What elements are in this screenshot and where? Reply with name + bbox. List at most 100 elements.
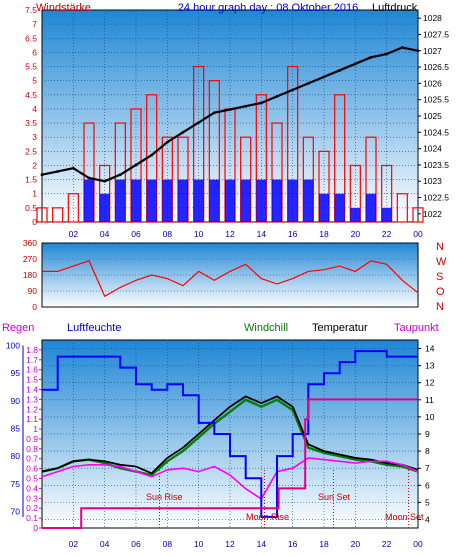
astro-markers [159,470,410,528]
compass-label: N [436,241,444,253]
temp-tick-label: 10 [425,412,435,422]
dewpoint-line [41,457,419,501]
pressure-tick-label: 1027 [423,46,442,56]
direction-line [42,260,419,298]
wind-bar [67,193,79,223]
rain-tick-label: 1.7 [26,355,38,365]
temp-tick-label: 11 [425,395,434,405]
wind-grid [42,9,419,223]
wind-x-tick-label: 22 [382,229,392,239]
pressure-point [134,163,138,167]
humidity-tick-label: 75 [11,479,21,489]
rain-tick-label: 0.9 [26,434,38,444]
compass-label: O [436,286,445,298]
pressure-tick-label: 1022.5 [423,193,449,203]
pressure-point [275,95,279,98]
wind-x-tick-label: 02 [69,229,79,239]
rain-tick-label: 0.3 [26,493,38,503]
direction-plot-area [41,242,419,308]
rain-tick-label: 0.2 [26,503,38,513]
pressure-point [291,88,295,92]
pressure-point [338,68,342,72]
wind-tick-label: 1.5 [25,175,37,185]
rain-tick-label: 1.3 [26,394,38,404]
wind-x-axis: 02 04 06 08 10 12 14 16 18 20 22 00 [69,229,423,239]
wind-x-tick-label: 18 [319,229,329,239]
pressure-point [322,75,326,79]
temp-x-tick-label: 18 [319,539,329,549]
pressure-tick-label: 1022 [423,209,442,219]
moon-rise-label: Moon Rise [246,512,289,522]
rain-tick-label: 0.5 [26,474,38,484]
wind-x-tick-label: 12 [225,229,235,239]
gust-bar [272,179,282,222]
temp-tick-label: 9 [425,429,430,439]
temp-tick-label: 12 [425,378,435,388]
pressure-tick-label: 1026.5 [423,62,449,72]
direction-tick-label: 180 [23,270,37,280]
temp-x-tick-label: 04 [100,539,110,549]
gust-bar [115,179,126,222]
temp-series [41,350,419,529]
gust-bar [178,179,188,222]
temp-tick-label: 5 [425,497,430,507]
temp-tick-label: 6 [425,480,430,490]
pressure-tick-label: 1025.5 [423,95,449,105]
compass-label: W [436,256,447,268]
wind-tick-label: 3 [32,132,37,142]
pressure-tick-label: 1023.5 [423,160,449,170]
wind-tick-label: 2.5 [25,146,37,156]
gust-bar [240,179,251,222]
pressure-point [150,153,154,157]
temperature-line [41,395,419,475]
rain-tick-label: 0 [33,523,38,533]
legend-taupunkt: Taupunkt [394,322,439,334]
rain-tick-label: 1 [33,424,38,434]
rain-tick-label: 0.8 [26,444,38,454]
pressure-point [103,179,107,183]
direction-tick-label: 360 [23,238,37,248]
pressure-point [385,52,389,56]
pressure-point [181,130,185,134]
gust-bar [366,193,376,222]
pressure-point [56,170,60,173]
temp-humidity-chart: Regen Luftfeuchte Windchill Temperatur T… [2,322,439,549]
pressure-series [40,46,420,183]
wind-left-title: Windstärke [36,2,91,14]
sun-set-label: Sun Set [318,492,351,502]
pressure-point [118,173,122,177]
pressure-tick-label: 1025 [423,111,442,121]
humidity-tick-label: 100 [6,341,20,351]
wind-x-tick-label: 20 [351,229,361,239]
rain-tick-label: 1.1 [26,414,38,424]
pressure-point [259,101,263,105]
wind-x-tick-label: 14 [257,229,267,239]
rain-tick-label: 0.4 [26,483,38,493]
pressure-tick-label: 1027.5 [423,29,449,39]
pressure-point [87,176,91,180]
gust-bar [225,179,235,222]
temp-x-tick-label: 10 [194,539,204,549]
gust-bar [193,179,204,222]
pressure-tick-label: 1026 [423,78,442,88]
wind-tick-label: 2 [32,160,37,170]
rain-tick-label: 0.6 [26,464,38,474]
pressure-tick-label: 1028 [423,13,442,23]
gust-bar [256,179,267,222]
pressure-point [71,166,75,170]
legend-luftfeuchte: Luftfeuchte [67,322,121,334]
direction-tick-label: 0 [32,302,37,312]
rain-line [42,398,418,529]
temp-tick-label: 4 [425,514,430,524]
pressure-point [212,111,216,115]
pressure-point [244,104,248,108]
gust-bar [319,193,329,222]
temp-x-axis: 02 04 06 08 10 12 14 16 18 20 22 00 [69,539,423,549]
rain-tick-label: 1.6 [26,365,38,375]
windchill-line [41,398,419,477]
gust-bar [84,179,94,222]
rain-axis: 00.10.20.30.40.50.60.70.80.911.11.21.31.… [26,345,42,533]
gust-series [84,179,392,222]
